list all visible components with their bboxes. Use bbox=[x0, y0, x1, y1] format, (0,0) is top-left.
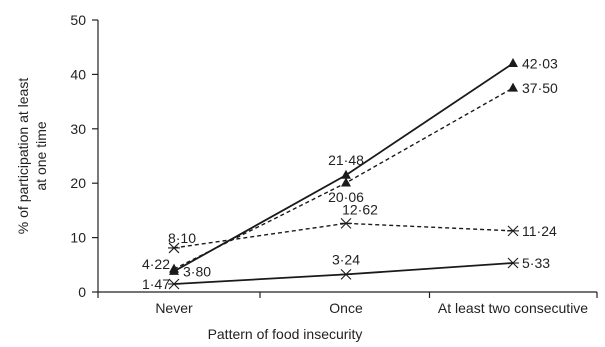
data-label-series-3-point-3: 11·24 bbox=[522, 223, 557, 239]
series-3-point-2 bbox=[340, 217, 352, 229]
y-axis-title-line1: % of participation at least bbox=[15, 78, 31, 235]
y-axis-title-line2: at one time bbox=[33, 121, 49, 190]
series-4-point-3 bbox=[507, 257, 519, 269]
y-axis-title: % of participation at least at one time bbox=[15, 78, 49, 235]
data-label-series-3-point-1: 8·10 bbox=[168, 230, 196, 246]
series-3-point-1 bbox=[168, 242, 180, 254]
data-label-series-4-point-3: 5·33 bbox=[522, 255, 550, 271]
y-tick-label: 50 bbox=[70, 12, 86, 28]
series-4-point-2 bbox=[340, 268, 352, 280]
series-2-point-1 bbox=[169, 263, 179, 273]
data-label-series-3-point-2: 12·62 bbox=[342, 201, 378, 217]
y-tick-label: 20 bbox=[70, 175, 86, 191]
series-2-point-2 bbox=[341, 177, 351, 187]
data-label-series-2-point-2: 20·06 bbox=[328, 189, 364, 205]
x-tick-label: Never bbox=[155, 300, 193, 316]
y-tick-label: 0 bbox=[78, 284, 86, 300]
series-line-3 bbox=[173, 222, 514, 249]
x-tick-label: Once bbox=[329, 300, 363, 316]
series-3-point-3 bbox=[507, 225, 519, 237]
data-label-series-1-point-2: 21·48 bbox=[328, 152, 364, 168]
y-tick-label: 30 bbox=[70, 121, 86, 137]
series-2-point-3 bbox=[508, 82, 518, 92]
data-label-series-2-point-3: 37·50 bbox=[522, 80, 558, 96]
data-label-series-1-point-3: 42·03 bbox=[522, 55, 558, 71]
data-label-series-2-point-1: 4·22 bbox=[142, 256, 170, 272]
data-label-series-1-point-1: 3·80 bbox=[183, 263, 211, 279]
x-tick-label: At least two consecutive bbox=[438, 300, 588, 316]
x-axis-title: Pattern of food insecurity bbox=[208, 326, 363, 342]
series-4-point-1 bbox=[168, 278, 180, 290]
y-tick-label: 10 bbox=[70, 230, 86, 246]
y-tick-label: 40 bbox=[70, 66, 86, 82]
data-label-series-4-point-1: 1·47 bbox=[142, 276, 170, 292]
series-1-point-2 bbox=[341, 169, 351, 179]
data-label-series-4-point-2: 3·24 bbox=[332, 251, 360, 267]
series-1-point-3 bbox=[508, 57, 518, 67]
